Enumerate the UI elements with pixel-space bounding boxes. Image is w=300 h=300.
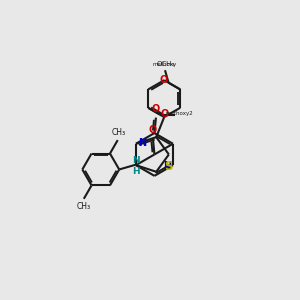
Text: methoxy2: methoxy2 xyxy=(165,111,193,116)
Text: O: O xyxy=(149,125,157,135)
Text: O: O xyxy=(152,104,160,114)
Text: OCH₃: OCH₃ xyxy=(157,61,175,67)
Text: methoxy: methoxy xyxy=(153,62,177,67)
Text: CH₃: CH₃ xyxy=(76,202,90,211)
Text: CH₃: CH₃ xyxy=(111,128,125,137)
Text: S: S xyxy=(165,160,173,173)
Text: N: N xyxy=(138,138,146,148)
Text: N: N xyxy=(163,161,171,171)
Text: O: O xyxy=(161,109,169,119)
Text: O: O xyxy=(160,75,168,85)
Text: N
H: N H xyxy=(132,157,140,176)
